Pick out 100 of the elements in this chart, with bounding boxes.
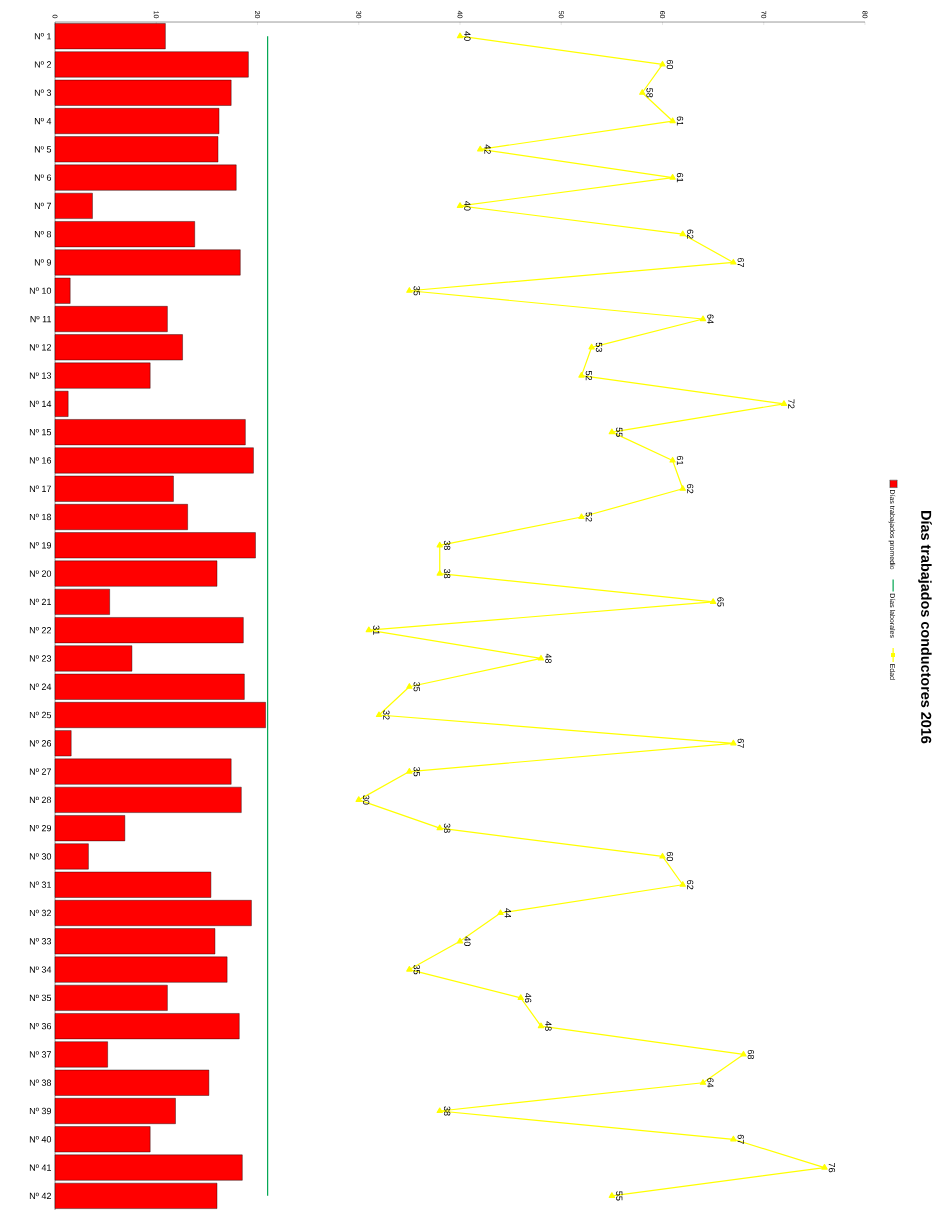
y-tick-label: Nº 16 xyxy=(29,457,52,464)
point xyxy=(517,994,524,1000)
point xyxy=(699,1079,707,1085)
y-tick-label: Nº 6 xyxy=(34,174,52,181)
y-tick-label: Nº 38 xyxy=(29,1079,52,1086)
y-tick-label: Nº 41 xyxy=(29,1164,52,1171)
data-label: 61 xyxy=(676,455,684,466)
data-label: 64 xyxy=(707,314,714,324)
y-tick-label: Nº 35 xyxy=(29,994,52,1002)
y-tick-label: Nº 36 xyxy=(29,1022,52,1030)
data-label: 55 xyxy=(616,427,623,437)
y-tick-label: Nº 42 xyxy=(29,1192,51,1200)
data-label: 38 xyxy=(443,568,451,579)
point xyxy=(406,683,413,689)
point xyxy=(730,1135,737,1142)
data-label: 40 xyxy=(464,31,471,41)
y-tick-label: Nº 24 xyxy=(29,683,52,690)
data-label: 61 xyxy=(676,116,684,126)
data-label: 32 xyxy=(383,710,390,720)
point xyxy=(659,852,666,859)
point xyxy=(639,89,646,95)
data-label: 48 xyxy=(545,653,552,664)
y-tick-label: Nº 32 xyxy=(29,909,51,917)
point xyxy=(436,1107,443,1114)
data-label: 64 xyxy=(707,1078,714,1088)
y-tick-label: Nº 14 xyxy=(29,400,52,408)
data-label: 52 xyxy=(585,512,593,522)
data-label: 62 xyxy=(686,484,694,494)
data-label: 35 xyxy=(413,766,420,777)
data-label: 31 xyxy=(373,625,380,635)
y-tick-label: Nº 5 xyxy=(34,146,52,153)
y-tick-label: Nº 15 xyxy=(29,428,52,436)
point xyxy=(456,937,464,944)
data-label: 67 xyxy=(737,1134,744,1144)
y-tick-label: Nº 31 xyxy=(29,881,52,888)
data-label: 35 xyxy=(413,682,420,692)
point xyxy=(436,541,443,548)
y-tick-label: Nº 17 xyxy=(29,485,51,492)
y-tick-label: Nº 7 xyxy=(34,202,51,210)
point xyxy=(578,513,585,520)
data-label: 35 xyxy=(413,964,420,975)
y-tick-label: Nº 27 xyxy=(29,768,51,775)
point xyxy=(679,881,686,887)
y-tick-label: Nº 28 xyxy=(29,796,52,804)
data-label: 76 xyxy=(828,1163,836,1173)
point xyxy=(355,796,362,802)
point xyxy=(456,202,464,208)
data-label: 68 xyxy=(747,1049,755,1060)
data-label: 65 xyxy=(717,597,724,607)
point xyxy=(436,569,443,576)
point xyxy=(608,428,616,435)
data-label: 62 xyxy=(686,229,694,239)
point xyxy=(730,739,737,746)
data-label: 48 xyxy=(545,1021,552,1031)
point xyxy=(578,372,585,378)
y-tick-label: Nº 37 xyxy=(29,1051,51,1058)
point xyxy=(537,654,545,661)
data-label: 62 xyxy=(686,880,694,890)
point xyxy=(375,711,383,718)
data-label: 40 xyxy=(464,936,471,946)
data-label: 40 xyxy=(464,201,471,211)
y-tick-label: Nº 19 xyxy=(29,542,52,549)
y-tick-label: Nº 29 xyxy=(29,824,52,832)
point xyxy=(436,824,443,831)
data-label: 55 xyxy=(616,1191,623,1201)
data-label: 53 xyxy=(595,342,603,352)
point xyxy=(669,456,676,463)
y-tick-label: Nº 39 xyxy=(29,1107,52,1115)
point xyxy=(365,626,373,633)
point xyxy=(456,32,464,39)
point xyxy=(537,1022,545,1029)
y-tick-label: Nº 26 xyxy=(29,740,52,747)
point xyxy=(821,1163,828,1170)
point xyxy=(699,315,707,322)
y-tick-label: Nº 34 xyxy=(29,966,52,973)
y-tick-label: Nº 25 xyxy=(29,711,52,719)
data-label: 60 xyxy=(666,851,674,862)
data-label: 46 xyxy=(524,993,532,1003)
point xyxy=(497,909,504,916)
y-tick-label: Nº 40 xyxy=(29,1136,52,1143)
y-tick-label: Nº 11 xyxy=(30,315,52,323)
point xyxy=(659,60,666,67)
point xyxy=(588,343,595,350)
y-tick-label: Nº 9 xyxy=(34,259,52,266)
point xyxy=(709,598,717,604)
data-label: 35 xyxy=(413,286,420,296)
data-label: 58 xyxy=(646,88,653,98)
point xyxy=(406,287,413,293)
data-label: 42 xyxy=(484,144,491,154)
point xyxy=(406,767,413,774)
y-tick-label: Nº 12 xyxy=(29,344,51,351)
data-label: 61 xyxy=(676,173,684,183)
point xyxy=(780,400,788,406)
y-tick-label: Nº 10 xyxy=(29,287,52,294)
y-tick-label: Nº 2 xyxy=(34,61,51,68)
point xyxy=(477,145,484,152)
y-tick-label: Nº 1 xyxy=(34,33,52,40)
y-tick-label: Nº 4 xyxy=(34,117,52,125)
text: Días trabajados conductores 2016 xyxy=(918,511,932,744)
data-label: 38 xyxy=(443,540,451,550)
